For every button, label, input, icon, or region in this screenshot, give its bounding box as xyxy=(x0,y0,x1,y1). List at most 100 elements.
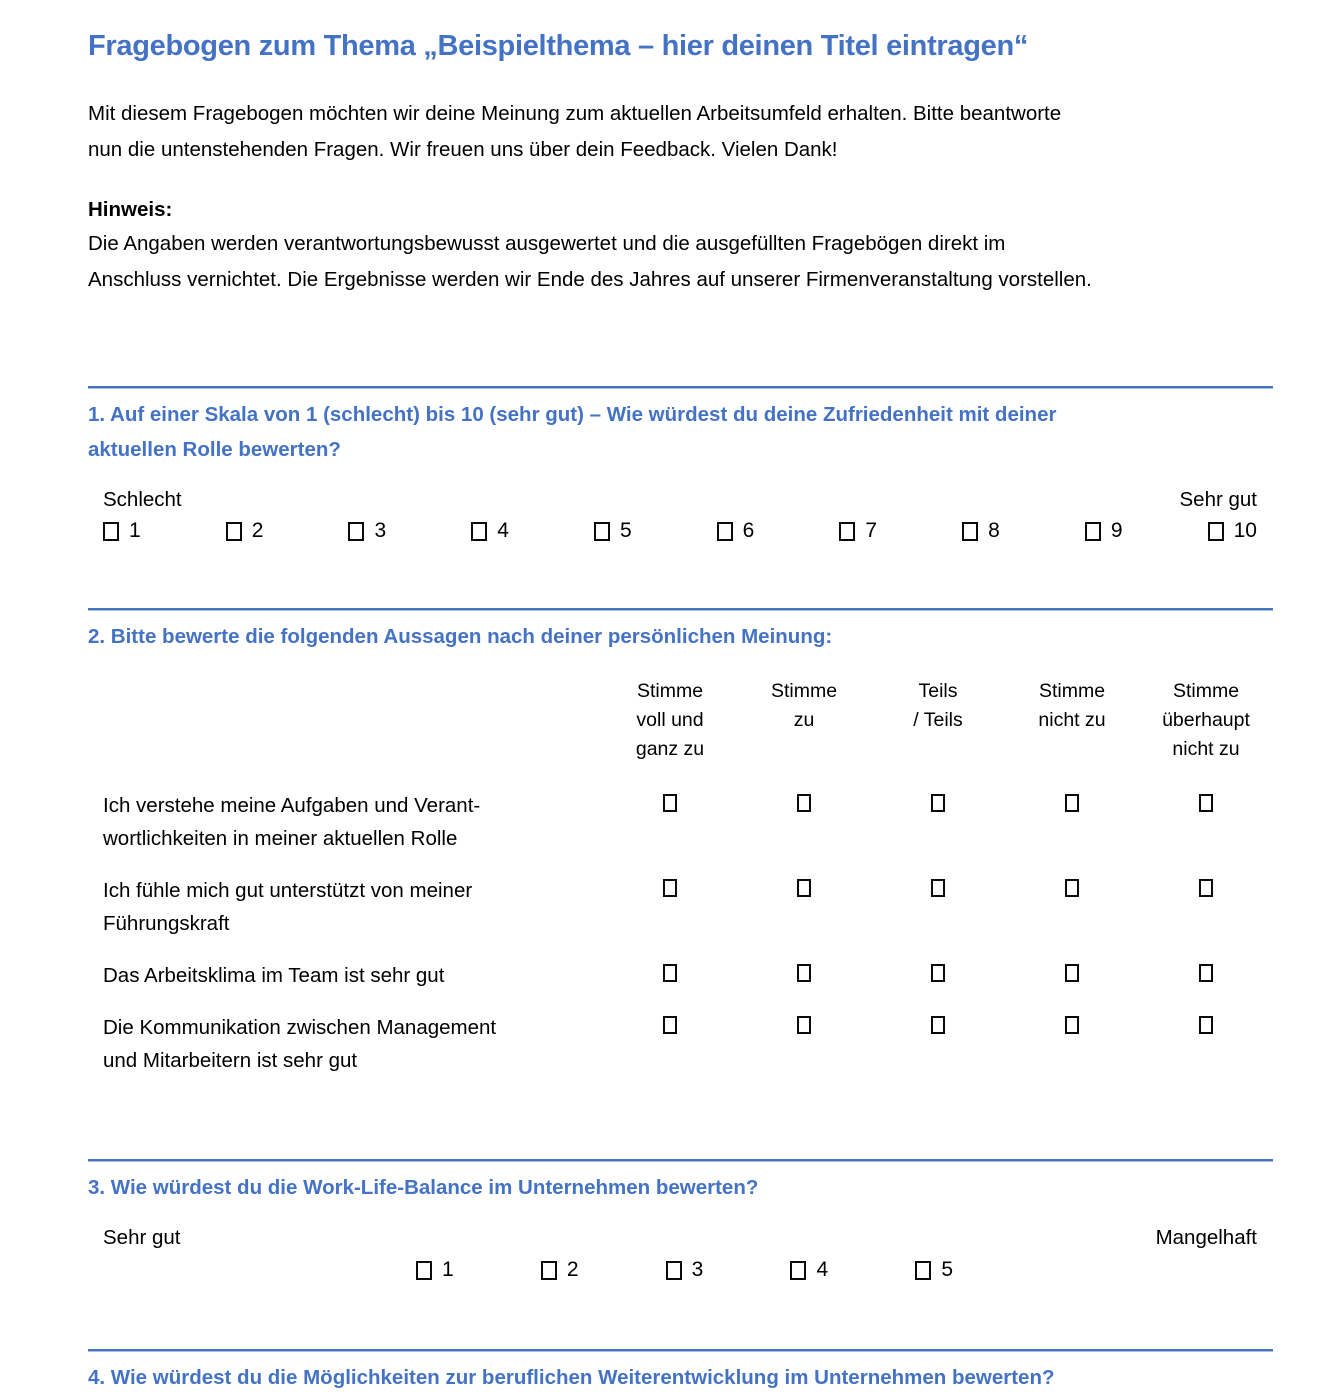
q2-r1-c4-cell xyxy=(1005,789,1139,812)
q2-r1-c1-cell xyxy=(603,789,737,812)
q1-option-7: 7 xyxy=(839,518,877,544)
q1-option-2: 2 xyxy=(225,518,264,544)
q1-option-4: 4 xyxy=(471,518,509,544)
q2-checkbox-r4-c2[interactable] xyxy=(797,1016,811,1034)
q2-column-header-5: Stimme überhaupt nicht zu xyxy=(1162,680,1250,760)
q3-checkbox-4[interactable] xyxy=(790,1260,807,1280)
q2-checkbox-r2-c2[interactable] xyxy=(797,879,811,897)
q2-r3-c4-cell xyxy=(1005,959,1139,982)
q2-checkbox-r4-c4[interactable] xyxy=(1065,1016,1079,1034)
q2-checkbox-r2-c4[interactable] xyxy=(1065,879,1079,897)
q3-checkbox-1[interactable] xyxy=(416,1260,432,1280)
q2-r3-c1-cell xyxy=(603,959,737,982)
note-text: Die Angaben werden verantwortungsbewusst… xyxy=(88,232,1092,291)
question-1-section: 1. Auf einer Skala von 1 (schlecht) bis … xyxy=(88,386,1273,544)
q3-option-5: 5 xyxy=(915,1257,953,1283)
q2-r3-c2-cell xyxy=(737,959,871,982)
q2-statement-1: Ich verstehe meine Aufgaben und Verant- … xyxy=(103,794,481,850)
q1-option-1-label: 1 xyxy=(129,519,141,542)
q2-checkbox-r3-c5[interactable] xyxy=(1199,964,1213,982)
q2-checkbox-r4-c5[interactable] xyxy=(1199,1016,1213,1034)
section-divider xyxy=(88,608,1273,611)
q1-option-4-label: 4 xyxy=(497,519,509,542)
q3-checkbox-5[interactable] xyxy=(915,1260,932,1280)
q3-option-4-label: 4 xyxy=(816,1258,829,1281)
intro-paragraph: Mit diesem Fragebogen möchten wir deine … xyxy=(88,102,1062,161)
q2-r4-c5-cell xyxy=(1139,1011,1273,1034)
q2-checkbox-r3-c1[interactable] xyxy=(663,964,677,982)
q1-option-6: 6 xyxy=(716,518,754,544)
q2-r2-c3-cell xyxy=(871,874,1005,897)
q1-option-3: 3 xyxy=(348,518,386,544)
q2-statement-row-1: Ich verstehe meine Aufgaben und Verant- … xyxy=(88,789,1273,855)
question-2-heading: 2. Bitte bewerte die folgenden Aussagen … xyxy=(88,625,833,648)
q2-checkbox-r4-c1[interactable] xyxy=(663,1016,677,1034)
q2-statement-4: Die Kommunikation zwischen Management un… xyxy=(103,1016,497,1072)
q3-left-label: Sehr gut xyxy=(103,1226,181,1249)
q2-r4-c4-cell xyxy=(1005,1011,1139,1034)
q2-checkbox-r1-c3[interactable] xyxy=(931,794,945,812)
q1-checkbox-8[interactable] xyxy=(962,521,979,541)
q2-rating-matrix: Stimme voll und ganz zu Stimme zu Teils … xyxy=(88,677,1273,1077)
q2-checkbox-r1-c2[interactable] xyxy=(797,794,811,812)
q2-r4-c3-cell xyxy=(871,1011,1005,1034)
q1-option-3-label: 3 xyxy=(374,519,387,542)
q2-checkbox-r1-c1[interactable] xyxy=(663,794,677,812)
q1-checkbox-1[interactable] xyxy=(103,521,119,541)
q2-checkbox-r3-c4[interactable] xyxy=(1065,964,1079,982)
q1-checkbox-2[interactable] xyxy=(225,521,242,541)
q1-checkbox-6[interactable] xyxy=(716,521,733,541)
q1-option-9-label: 9 xyxy=(1110,519,1123,542)
note-label: Hinweis: xyxy=(88,198,173,221)
q2-checkbox-r3-c3[interactable] xyxy=(931,964,945,982)
q2-r1-c3-cell xyxy=(871,789,1005,812)
q1-scale-endpoint-labels: Schlecht Sehr gut xyxy=(103,485,1257,515)
q2-checkbox-r2-c3[interactable] xyxy=(931,879,945,897)
q2-r4-c2-cell xyxy=(737,1011,871,1034)
q3-checkbox-3[interactable] xyxy=(665,1260,682,1280)
q2-r3-c3-cell xyxy=(871,959,1005,982)
q3-option-4: 4 xyxy=(790,1257,828,1283)
q2-r1-c5-cell xyxy=(1139,789,1273,812)
q1-checkbox-10[interactable] xyxy=(1207,521,1224,541)
q2-r3-c5-cell xyxy=(1139,959,1273,982)
q2-checkbox-r2-c5[interactable] xyxy=(1199,879,1213,897)
q1-checkbox-3[interactable] xyxy=(348,521,365,541)
question-2-section: 2. Bitte bewerte die folgenden Aussagen … xyxy=(88,608,1273,1077)
q3-option-1-label: 1 xyxy=(442,1258,454,1281)
q2-column-header-2: Stimme zu xyxy=(770,680,838,731)
q2-r2-c5-cell xyxy=(1139,874,1273,897)
q2-r2-c2-cell xyxy=(737,874,871,897)
question-3-section: 3. Wie würdest du die Work-Life-Balance … xyxy=(88,1159,1273,1283)
q1-checkbox-9[interactable] xyxy=(1084,521,1101,541)
q3-checkbox-2[interactable] xyxy=(540,1260,557,1280)
q2-column-header-1: Stimme voll und ganz zu xyxy=(635,680,705,760)
q2-column-header-3: Teils / Teils xyxy=(913,680,963,731)
q3-scale-options: 1 2 3 4 5 xyxy=(416,1257,953,1283)
document-title: Fragebogen zum Thema „Beispielthema – hi… xyxy=(88,30,1029,62)
q2-checkbox-r1-c5[interactable] xyxy=(1199,794,1213,812)
q2-checkbox-r3-c2[interactable] xyxy=(797,964,811,982)
q2-r2-c4-cell xyxy=(1005,874,1139,897)
q1-checkbox-5[interactable] xyxy=(593,521,610,541)
q1-checkbox-4[interactable] xyxy=(471,521,488,541)
q1-option-5: 5 xyxy=(593,518,632,544)
q1-option-2-label: 2 xyxy=(251,519,264,542)
q2-checkbox-r1-c4[interactable] xyxy=(1065,794,1079,812)
q1-checkbox-7[interactable] xyxy=(839,521,856,541)
question-4-section: 4. Wie würdest du die Möglichkeiten zur … xyxy=(88,1349,1273,1395)
q3-option-3: 3 xyxy=(665,1257,704,1283)
q2-statement-row-4: Die Kommunikation zwischen Management un… xyxy=(88,1011,1273,1077)
section-divider xyxy=(88,386,1273,389)
q2-matrix-header-row: Stimme voll und ganz zu Stimme zu Teils … xyxy=(88,677,1273,764)
q3-option-3-label: 3 xyxy=(691,1258,704,1281)
q1-scale-options: 1 2 3 4 5 6 7 8 9 10 xyxy=(103,518,1257,544)
q2-r2-c1-cell xyxy=(603,874,737,897)
q2-statement-3: Das Arbeitsklima im Team ist sehr gut xyxy=(103,964,445,987)
q2-r1-c2-cell xyxy=(737,789,871,812)
q1-option-7-label: 7 xyxy=(865,519,878,542)
q2-checkbox-r4-c3[interactable] xyxy=(931,1016,945,1034)
q2-checkbox-r2-c1[interactable] xyxy=(663,879,677,897)
question-4-heading: 4. Wie würdest du die Möglichkeiten zur … xyxy=(88,1366,1055,1389)
